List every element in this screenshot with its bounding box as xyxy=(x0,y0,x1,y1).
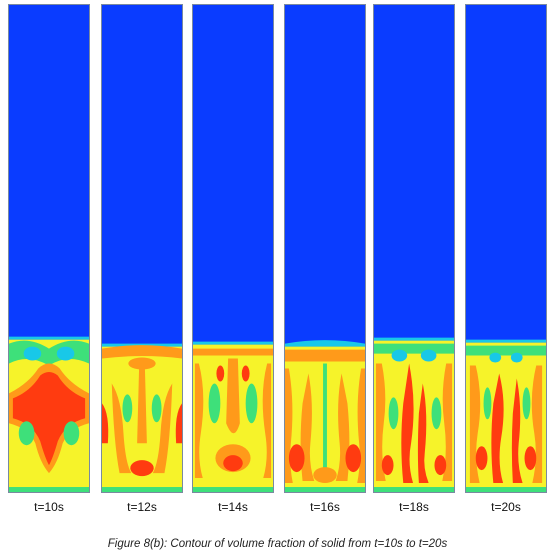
contour-panel-t20 xyxy=(465,4,547,493)
panel-label: t=10s xyxy=(34,500,64,514)
contour-panel-t12 xyxy=(101,4,183,493)
contour-panel-t10 xyxy=(8,4,90,493)
figure-caption: Figure 8(b): Contour of volume fraction … xyxy=(107,538,448,550)
panel-label: t=18s xyxy=(399,500,429,514)
panel-label: t=12s xyxy=(127,500,157,514)
contour-panel-t14 xyxy=(192,4,274,493)
panel-label: t=14s xyxy=(218,500,248,514)
contour-panel-t18 xyxy=(373,4,455,493)
panel-label: t=20s xyxy=(491,500,521,514)
contour-panel-t16 xyxy=(284,4,366,493)
panel-label: t=16s xyxy=(310,500,340,514)
